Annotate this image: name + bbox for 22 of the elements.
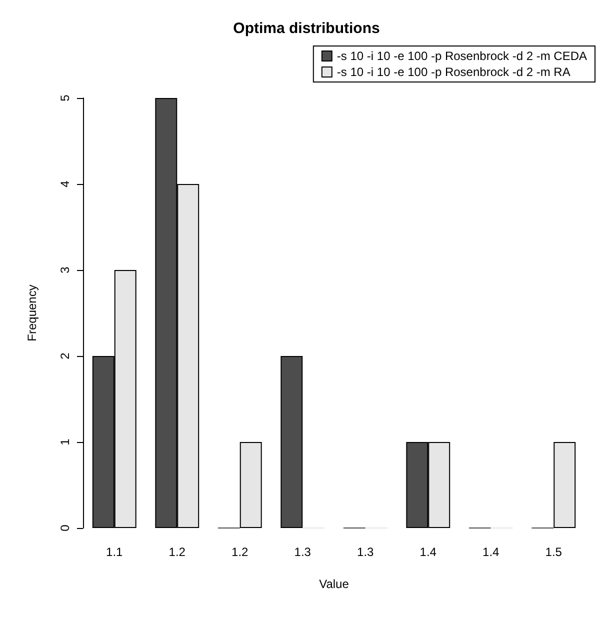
y-tick-label: 3 xyxy=(58,266,72,274)
x-tick-label: 1.4 xyxy=(482,545,500,559)
x-tick-label: 1.2 xyxy=(168,545,186,559)
y-tick-label: 1 xyxy=(58,438,72,446)
x-tick-label: 1.4 xyxy=(420,545,437,559)
bar xyxy=(554,442,576,528)
y-tick-label: 0 xyxy=(58,524,72,532)
x-tick-label: 1.3 xyxy=(357,545,374,559)
y-tick-label: 4 xyxy=(58,180,72,188)
chart-title: Optima distributions xyxy=(233,20,380,37)
legend-label: -s 10 -i 10 -e 100 -p Rosenbrock -d 2 -m RA xyxy=(336,65,570,79)
x-tick-label: 1.5 xyxy=(545,545,562,559)
x-tick-label: 1.1 xyxy=(106,545,124,559)
bar xyxy=(240,442,262,528)
x-axis-title: Value xyxy=(319,577,350,591)
y-tick-label: 2 xyxy=(58,352,72,360)
bar xyxy=(280,356,303,528)
legend-label: -s 10 -i 10 -e 100 -p Rosenbrock -d 2 -m CEDA xyxy=(336,49,588,63)
x-tick-label: 1.3 xyxy=(294,545,312,559)
y-tick-label: 5 xyxy=(58,94,72,102)
y-axis-title: Frequency xyxy=(25,284,39,342)
x-tick-label: 1.2 xyxy=(232,545,249,559)
